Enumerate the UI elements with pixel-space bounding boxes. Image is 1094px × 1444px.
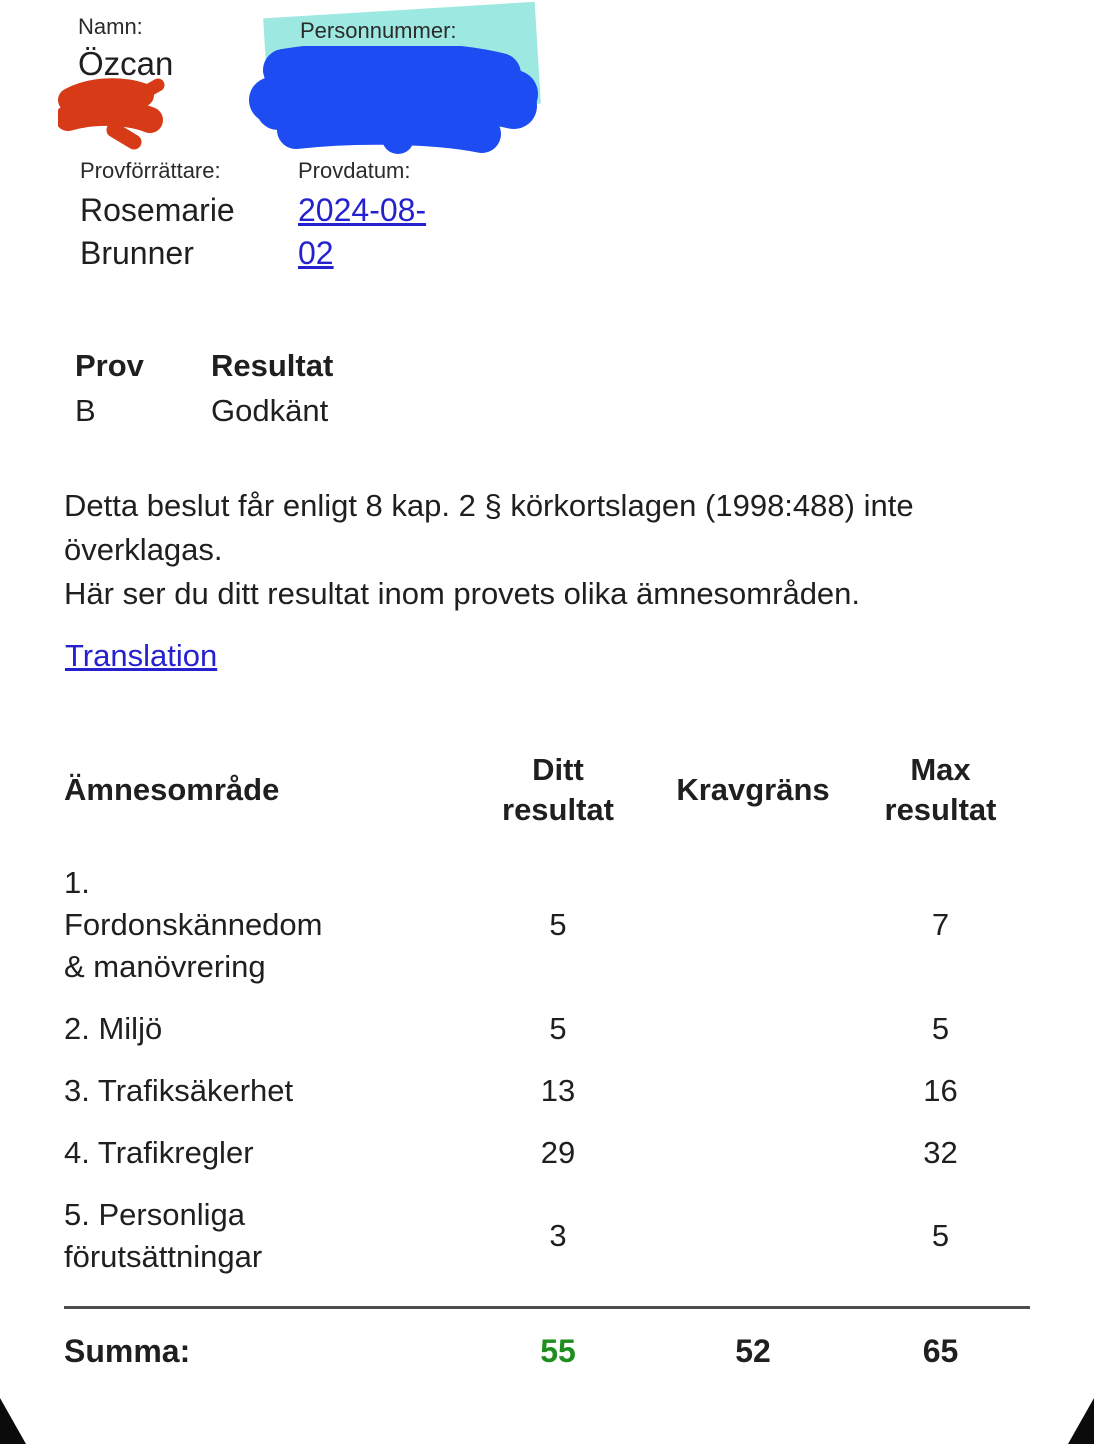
test-date-block: Provdatum: 2024-08-02 — [298, 158, 448, 275]
row-label: 4. Trafikregler — [64, 1135, 254, 1170]
resultat-value: Godkänt — [211, 393, 329, 428]
table-row: 2. Miljö 5 5 — [64, 998, 1030, 1060]
summary-divider — [64, 1306, 1030, 1309]
examiner-label: Provförrättare: — [80, 158, 221, 183]
table-row: 5. Personliga förutsättningar 3 5 — [64, 1184, 1030, 1288]
column-header-ditt-resultat: Ditt resultat — [502, 752, 614, 827]
summary-label: Summa: — [64, 1333, 191, 1369]
row-label: 1. Fordonskännedom & manövrering — [64, 865, 323, 984]
table-row: 3. Trafiksäkerhet 13 16 — [64, 1060, 1030, 1122]
row-ditt-resultat: 13 — [540, 1073, 576, 1108]
name-value: Özcan — [78, 45, 174, 82]
row-label: 3. Trafiksäkerhet — [64, 1073, 294, 1108]
row-max-resultat: 5 — [931, 1218, 950, 1253]
redaction-scribble-blue-icon — [249, 46, 538, 154]
redaction-scribble-red-icon — [58, 78, 165, 150]
personnummer-label: Personnummer: — [300, 18, 457, 43]
column-header-max-resultat: Max resultat — [884, 752, 997, 827]
row-max-resultat: 7 — [931, 907, 950, 942]
row-label: 2. Miljö — [64, 1011, 163, 1046]
column-header-kravgrans: Kravgräns — [676, 772, 830, 807]
row-ditt-resultat: 3 — [549, 1218, 567, 1253]
name-block: Namn: Özcan — [78, 14, 173, 83]
results-table: Ämnesområde Ditt resultat Kravgräns Max … — [64, 750, 1030, 1370]
summary-ditt-resultat: 55 — [540, 1333, 576, 1369]
test-date-label: Provdatum: — [298, 158, 411, 183]
screen-corner-bottom-right — [1068, 1398, 1094, 1444]
table-header-row: Ämnesområde Ditt resultat Kravgräns Max … — [64, 750, 1030, 830]
row-max-resultat: 5 — [931, 1011, 950, 1046]
prov-header: Prov — [75, 348, 144, 383]
row-max-resultat: 32 — [923, 1135, 958, 1170]
row-label: 5. Personliga förutsättningar — [64, 1197, 263, 1274]
translation-link[interactable]: Translation — [65, 638, 218, 673]
row-ditt-resultat: 5 — [549, 1011, 567, 1046]
row-max-resultat: 16 — [923, 1073, 958, 1108]
decision-text: Detta beslut får enligt 8 kap. 2 § körko… — [64, 488, 914, 611]
prov-result-section: Prov Resultat B Godkänt — [75, 348, 333, 429]
summary-kravgrans: 52 — [735, 1333, 771, 1369]
row-ditt-resultat: 29 — [540, 1135, 576, 1170]
prov-value: B — [75, 393, 96, 428]
examiner-value: Rosemarie Brunner — [80, 192, 235, 271]
column-header-amnesomrade: Ämnesområde — [64, 772, 280, 807]
examiner-block: Provförrättare: Rosemarie Brunner — [80, 158, 325, 275]
resultat-header: Resultat — [211, 348, 334, 383]
name-label: Namn: — [78, 14, 143, 39]
table-row: 1. Fordonskännedom & manövrering 5 7 — [64, 852, 1030, 998]
summary-max-resultat: 65 — [922, 1333, 959, 1369]
summary-row: Summa: 55 52 65 — [64, 1309, 1030, 1370]
test-date-link[interactable]: 2024-08-02 — [298, 192, 427, 271]
row-ditt-resultat: 5 — [549, 907, 567, 942]
screen-corner-bottom-left — [0, 1398, 26, 1444]
table-row: 4. Trafikregler 29 32 — [64, 1122, 1030, 1184]
